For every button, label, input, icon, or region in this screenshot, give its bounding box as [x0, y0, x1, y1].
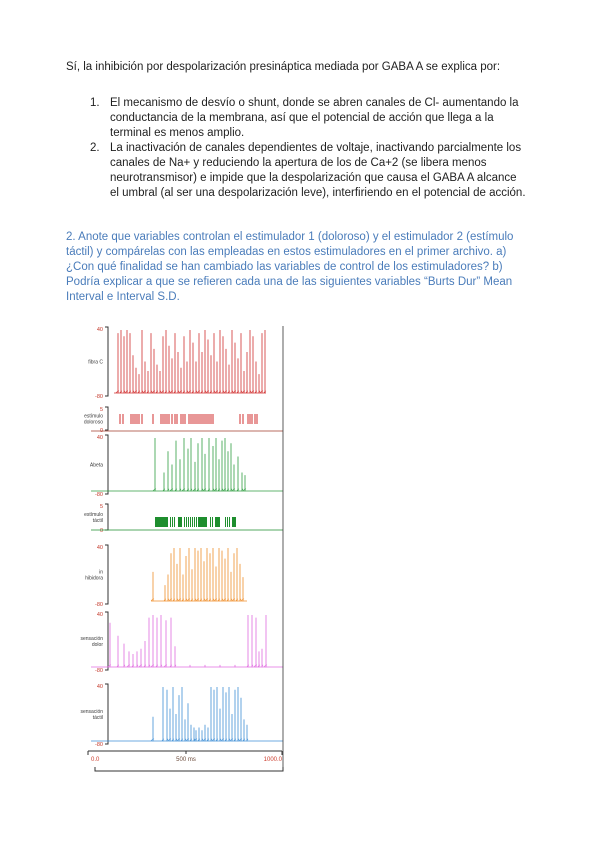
svg-text:0: 0: [100, 428, 103, 434]
panel-abeta: 40 -80 Abeta: [90, 434, 283, 498]
svg-text:-80: -80: [95, 668, 103, 674]
svg-text:hibidora: hibidora: [85, 576, 103, 582]
question-paragraph: 2. Anote que variables controlan el esti…: [66, 231, 514, 303]
list-item-2-text: La inactivación de canales dependientes …: [110, 142, 526, 199]
svg-text:fibra C: fibra C: [88, 360, 103, 366]
list-item-1: 1. El mecanismo de desvío o shunt, donde…: [66, 96, 528, 141]
svg-text:40: 40: [97, 545, 103, 551]
svg-text:Abeta: Abeta: [90, 463, 103, 469]
svg-text:estímulo: estímulo: [84, 512, 103, 518]
svg-text:5: 5: [100, 504, 103, 510]
panel-fibra-c: 40 -80 fibra C: [88, 326, 267, 400]
svg-text:táctil: táctil: [93, 715, 103, 721]
svg-text:0: 0: [100, 528, 103, 534]
svg-text:40: 40: [97, 327, 103, 333]
svg-text:40: 40: [97, 684, 103, 690]
svg-text:-80: -80: [95, 602, 103, 608]
time-axis: 0.0 500 ms 1000.0: [87, 750, 283, 763]
svg-text:sensación: sensación: [80, 636, 103, 642]
document-text: Sí, la inhibición por despolarización pr…: [66, 60, 528, 305]
list-item-2-number: 2.: [90, 142, 100, 154]
svg-text:estímulo: estímulo: [84, 414, 103, 420]
svg-text:in: in: [99, 570, 103, 576]
svg-text:táctil: táctil: [93, 518, 103, 524]
svg-text:doloroso: doloroso: [84, 420, 103, 426]
svg-text:500 ms: 500 ms: [176, 757, 196, 763]
svg-text:5: 5: [100, 407, 103, 413]
list-item-1-number: 1.: [90, 97, 100, 109]
svg-text:-80: -80: [95, 742, 103, 748]
intro-paragraph: Sí, la inhibición por despolarización pr…: [66, 61, 501, 73]
svg-text:40: 40: [97, 612, 103, 618]
svg-text:sensación: sensación: [80, 709, 103, 715]
list-item-1-text: El mecanismo de desvío o shunt, donde se…: [110, 97, 519, 139]
svg-text:dolor: dolor: [92, 642, 103, 648]
bottom-bracket: [94, 767, 284, 772]
svg-text:-80: -80: [95, 394, 103, 400]
svg-text:0.0: 0.0: [91, 757, 100, 763]
svg-text:-80: -80: [95, 492, 103, 498]
svg-text:40: 40: [97, 435, 103, 441]
list-item-2: 2. La inactivación de canales dependient…: [66, 141, 528, 201]
svg-text:1000.0: 1000.0: [264, 757, 283, 763]
